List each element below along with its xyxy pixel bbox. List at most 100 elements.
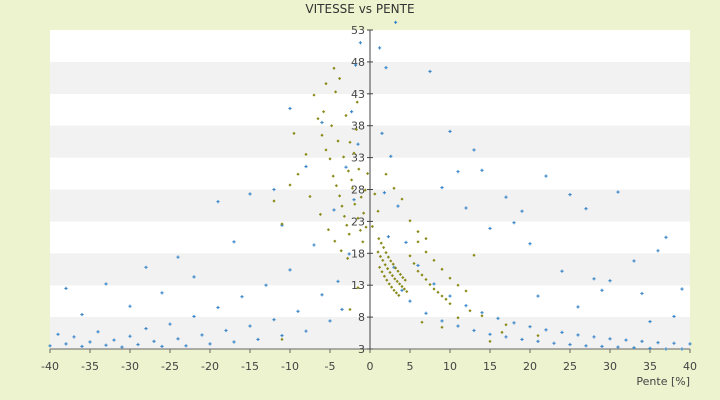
data-point (304, 152, 308, 157)
data-point (378, 265, 382, 269)
data-point (424, 237, 428, 241)
data-point (385, 278, 389, 282)
data-point (464, 206, 468, 210)
data-point (592, 277, 596, 281)
data-point (436, 290, 440, 294)
data-point (440, 185, 444, 190)
data-point (389, 259, 393, 263)
data-point (347, 232, 351, 236)
data-point (389, 154, 393, 158)
x-tick-label: 10 (443, 360, 457, 373)
data-point (600, 344, 604, 349)
data-point (448, 129, 452, 134)
data-point (380, 131, 384, 135)
data-point (400, 197, 404, 201)
data-point (383, 263, 387, 267)
data-point (444, 297, 448, 301)
data-point (405, 289, 409, 294)
data-point (664, 347, 668, 351)
y-tick-label: 38 (351, 120, 365, 133)
data-point (568, 193, 572, 197)
x-tick-label: -25 (161, 360, 179, 373)
data-point (380, 270, 384, 274)
data-point (408, 254, 412, 258)
data-point (160, 291, 164, 295)
data-point (112, 338, 116, 342)
data-point (320, 133, 324, 137)
data-point (504, 323, 508, 327)
data-point (48, 344, 52, 348)
data-point (144, 326, 148, 331)
data-point (464, 304, 468, 308)
data-point (356, 286, 360, 290)
data-point (320, 293, 324, 297)
data-point (376, 250, 380, 254)
data-point (256, 337, 260, 342)
data-point (377, 237, 381, 241)
data-point (336, 279, 340, 283)
data-point (440, 267, 444, 271)
data-point (584, 207, 588, 211)
data-point (386, 267, 390, 271)
data-point (496, 316, 500, 320)
data-point (326, 228, 330, 232)
data-point (440, 319, 444, 323)
y-tick-label: 23 (351, 215, 365, 228)
x-tick-label: 0 (367, 360, 374, 373)
data-point (312, 93, 316, 97)
data-point (216, 200, 220, 204)
data-point (216, 305, 220, 310)
data-point (332, 208, 336, 212)
data-point (168, 322, 172, 326)
data-point (680, 287, 684, 291)
data-point (448, 294, 452, 298)
data-point (120, 345, 124, 349)
data-point (400, 288, 404, 292)
data-point (402, 287, 406, 291)
data-point (240, 295, 244, 299)
data-point (396, 269, 400, 273)
data-point (378, 254, 382, 259)
data-point (392, 186, 396, 190)
data-point (648, 346, 652, 350)
data-point (264, 283, 268, 287)
data-point (316, 117, 320, 121)
data-point (390, 274, 394, 278)
data-point (488, 332, 492, 336)
data-point (656, 249, 660, 253)
data-point (392, 288, 396, 292)
data-point (318, 212, 322, 216)
data-point (480, 311, 484, 315)
data-point (397, 293, 401, 298)
y-tick-label: 18 (351, 247, 365, 260)
data-point (464, 289, 468, 293)
data-point (381, 258, 385, 262)
data-point (366, 171, 370, 176)
data-point (382, 245, 386, 250)
data-point (333, 239, 337, 243)
data-point (339, 249, 343, 253)
data-point (600, 288, 604, 292)
data-point (396, 204, 400, 208)
data-point (536, 294, 540, 298)
data-point (288, 183, 292, 187)
data-point (346, 169, 350, 173)
y-tick-label: 43 (351, 88, 365, 101)
data-point (128, 304, 132, 308)
data-point (348, 307, 352, 312)
data-point (356, 216, 360, 220)
data-point (379, 241, 383, 245)
data-point (232, 340, 236, 344)
data-point (398, 272, 402, 276)
data-point (296, 309, 300, 313)
data-point (184, 344, 188, 348)
data-point (640, 291, 644, 296)
data-point (342, 214, 346, 218)
data-point (296, 172, 300, 176)
data-point (387, 282, 391, 286)
data-point (350, 186, 354, 190)
data-point (632, 259, 636, 263)
data-point (480, 168, 484, 172)
data-point (104, 282, 108, 286)
